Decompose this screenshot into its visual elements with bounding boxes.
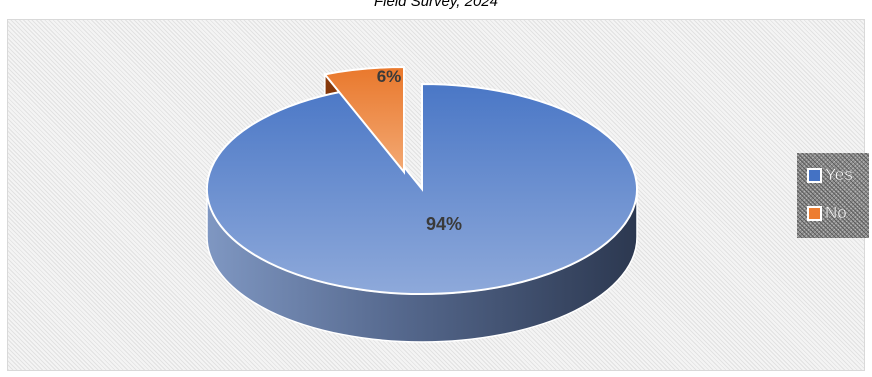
legend-entry-no: No bbox=[807, 203, 847, 223]
chart-caption: Field Survey, 2024 bbox=[374, 0, 498, 10]
legend-label-yes: Yes bbox=[825, 165, 853, 184]
legend-swatch-no bbox=[807, 205, 822, 221]
legend-swatch-yes bbox=[807, 167, 822, 183]
data-label-yes: 94% bbox=[426, 214, 462, 234]
slice-yes bbox=[206, 82, 638, 295]
legend-entry-yes: Yes bbox=[807, 165, 853, 185]
slice-no bbox=[323, 65, 405, 175]
data-label-no: 6% bbox=[377, 67, 402, 86]
chart-legend: Yes No bbox=[797, 153, 869, 238]
legend-label-no: No bbox=[825, 203, 847, 222]
